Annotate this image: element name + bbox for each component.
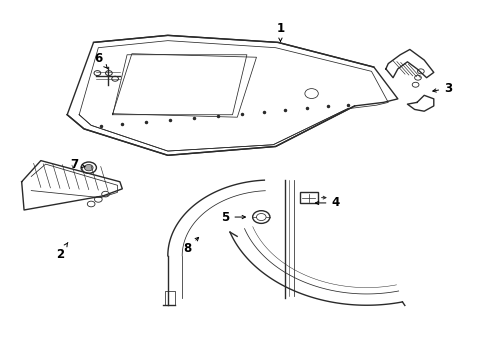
Text: 7: 7 <box>70 158 85 171</box>
Text: 1: 1 <box>276 22 284 41</box>
Text: 6: 6 <box>94 52 107 68</box>
Circle shape <box>84 165 93 171</box>
Text: 5: 5 <box>221 211 245 224</box>
Text: 8: 8 <box>183 237 198 255</box>
Bar <box>299 192 317 203</box>
Text: 3: 3 <box>432 82 451 95</box>
Text: 4: 4 <box>315 197 339 210</box>
Text: 2: 2 <box>56 243 68 261</box>
